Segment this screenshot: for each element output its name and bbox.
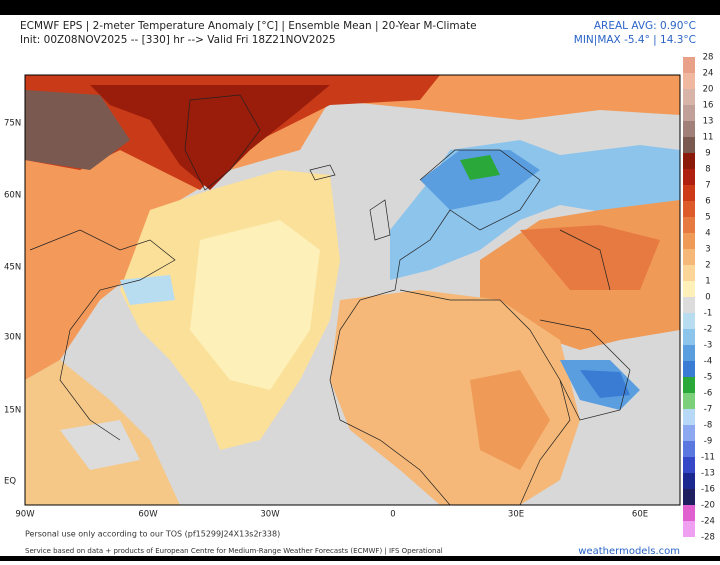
colorbar-cell [683, 185, 695, 201]
colorbar-cell [683, 153, 695, 169]
colorbar-cell [683, 345, 695, 361]
lon-label: 0 [390, 510, 395, 520]
lat-label: 60N [4, 191, 21, 201]
colorbar-cell [683, 217, 695, 233]
colorbar-cell [683, 105, 695, 121]
lon-label: 30W [260, 510, 280, 520]
colorbar-cell [683, 393, 695, 409]
colorbar-label: 6 [705, 197, 710, 207]
colorbar-label: -1 [704, 309, 712, 319]
colorbar-label: -9 [704, 437, 712, 447]
colorbar-cell [683, 377, 695, 393]
colorbar-cell [683, 489, 695, 505]
colorbar-label: 3 [705, 245, 710, 255]
colorbar-cell [683, 425, 695, 441]
colorbar-label: 1 [705, 277, 710, 287]
lat-label: 15N [4, 406, 21, 416]
lon-label: 60E [632, 510, 648, 520]
colorbar-label: -2 [704, 325, 712, 335]
lon-label: 30E [508, 510, 524, 520]
colorbar-label: 0 [705, 293, 710, 303]
areal-avg: AREAL AVG: 0.90°C [594, 20, 696, 32]
colorbar-cell [683, 249, 695, 265]
colorbar-label: 24 [703, 69, 714, 79]
colorbar-label: -16 [701, 485, 715, 495]
colorbar-label: -4 [704, 357, 712, 367]
colorbar-cell [683, 505, 695, 521]
colorbar-label: 2 [705, 261, 710, 271]
tos-note: Personal use only according to our TOS (… [25, 530, 280, 539]
colorbar-label: -24 [701, 517, 715, 527]
colorbar-label: -13 [701, 469, 715, 479]
colorbar-label: 16 [703, 101, 714, 111]
service-note: Service based on data + products of Euro… [25, 547, 443, 555]
bottom-bar [0, 556, 720, 561]
colorbar-label: 20 [703, 85, 714, 95]
colorbar-cell [683, 201, 695, 217]
min-max: MIN|MAX -5.4° | 14.3°C [574, 34, 696, 46]
colorbar-cell [683, 473, 695, 489]
colorbar-cell [683, 441, 695, 457]
colorbar-label: -20 [701, 501, 715, 511]
colorbar-label: 11 [703, 133, 714, 143]
colorbar-cell [683, 265, 695, 281]
lat-label: EQ [4, 477, 16, 487]
colorbar: 28 24 20 16 13 11 9 8 7 6 5 4 3 2 1 0 -1 -2 -3 -4 -5 -6 -7 -8 -9… [683, 53, 715, 543]
lon-label: 60W [138, 510, 158, 520]
site-link[interactable]: weathermodels.com [578, 546, 680, 557]
colorbar-cell [683, 121, 695, 137]
colorbar-cell [683, 521, 695, 537]
colorbar-cell [683, 457, 695, 473]
colorbar-label: 13 [703, 117, 714, 127]
colorbar-label: -5 [704, 373, 712, 383]
colorbar-label: 9 [705, 149, 710, 159]
colorbar-label: 5 [705, 213, 710, 223]
colorbar-label: -11 [701, 453, 715, 463]
colorbar-cell [683, 169, 695, 185]
lat-label: 75N [4, 119, 21, 129]
subtitle: Init: 00Z08NOV2025 -- [330] hr --> Valid… [20, 34, 336, 46]
lon-label: 90W [15, 510, 35, 520]
lat-label: 30N [4, 333, 21, 343]
colorbar-cell [683, 361, 695, 377]
map [24, 74, 681, 506]
colorbar-cell [683, 233, 695, 249]
colorbar-label: -3 [704, 341, 712, 351]
title: ECMWF EPS | 2-meter Temperature Anomaly … [20, 20, 477, 32]
colorbar-cell [683, 73, 695, 89]
colorbar-cell [683, 137, 695, 153]
colorbar-cell [683, 57, 695, 73]
colorbar-cell [683, 409, 695, 425]
lat-label: 45N [4, 263, 21, 273]
colorbar-cell [683, 89, 695, 105]
colorbar-label: 28 [703, 53, 714, 63]
colorbar-label: -28 [701, 533, 715, 543]
colorbar-cell [683, 329, 695, 345]
colorbar-label: 4 [705, 229, 710, 239]
colorbar-label: -8 [704, 421, 712, 431]
colorbar-label: 8 [705, 165, 710, 175]
colorbar-cell [683, 281, 695, 297]
colorbar-label: -6 [704, 389, 712, 399]
top-bar [0, 0, 720, 15]
colorbar-cell [683, 297, 695, 313]
colorbar-label: 7 [705, 181, 710, 191]
colorbar-label: -7 [704, 405, 712, 415]
colorbar-cell [683, 313, 695, 329]
